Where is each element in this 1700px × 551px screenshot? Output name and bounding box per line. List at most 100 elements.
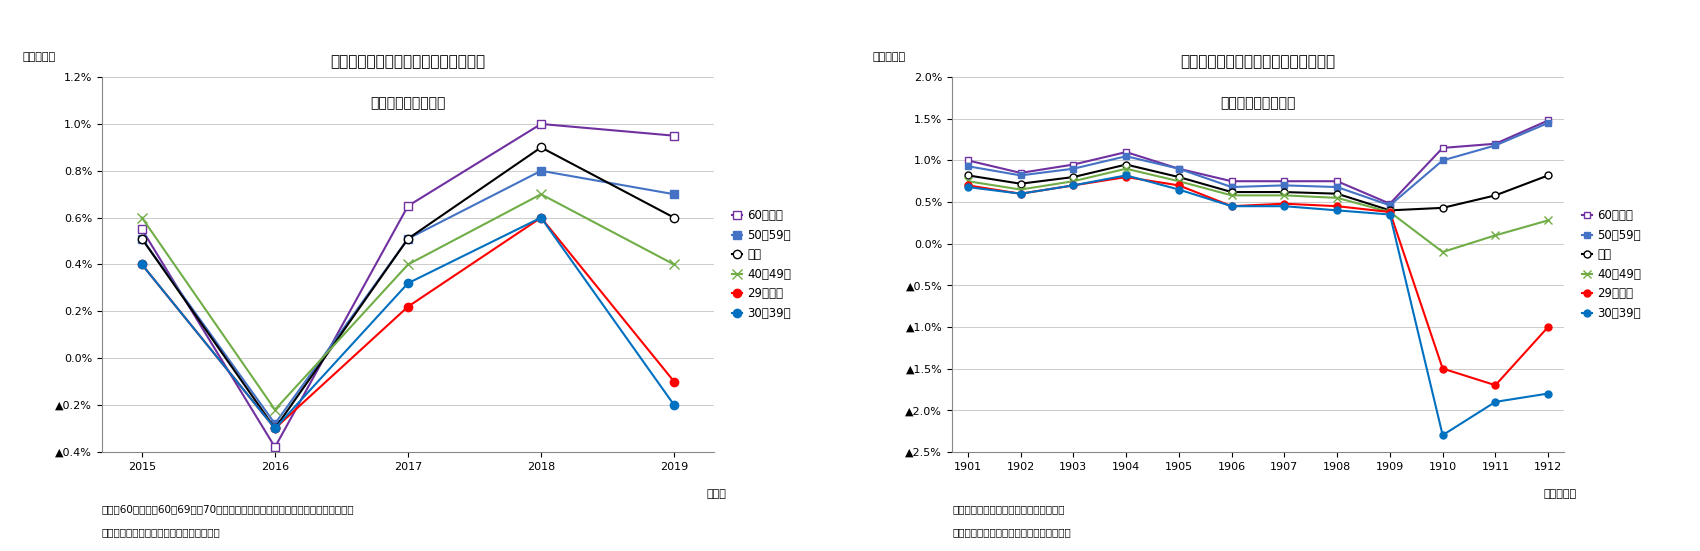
Text: （年）: （年） bbox=[707, 489, 726, 499]
60歳以上 bbox=[1168, 165, 1188, 172]
平均 bbox=[1433, 204, 1454, 211]
29歳以下 bbox=[1168, 182, 1188, 188]
50〜59歳 bbox=[665, 191, 685, 197]
Text: （前年比）: （前年比） bbox=[22, 52, 56, 62]
Line: 40〜49歳: 40〜49歳 bbox=[964, 165, 1552, 256]
60歳以上 bbox=[957, 157, 977, 164]
Line: 平均: 平均 bbox=[964, 161, 1552, 214]
Line: 60歳以上: 60歳以上 bbox=[138, 120, 678, 451]
40〜49歳 bbox=[1380, 209, 1401, 215]
60歳以上 bbox=[131, 226, 151, 233]
30〜39歳 bbox=[1433, 432, 1454, 439]
60歳以上 bbox=[1433, 144, 1454, 151]
40〜49歳 bbox=[1433, 249, 1454, 255]
Line: 60歳以上: 60歳以上 bbox=[964, 117, 1552, 207]
40〜49歳 bbox=[1010, 186, 1030, 193]
40〜49歳 bbox=[1486, 232, 1506, 239]
40〜49歳 bbox=[1275, 192, 1295, 199]
29歳以下 bbox=[131, 261, 151, 268]
Title: 世帯主の年齢階級別・消費者物価上昇: 世帯主の年齢階級別・消費者物価上昇 bbox=[330, 54, 486, 69]
29歳以下 bbox=[1486, 382, 1506, 388]
平均 bbox=[1380, 207, 1401, 214]
30〜39歳 bbox=[265, 425, 286, 432]
60歳以上 bbox=[1328, 178, 1348, 185]
29歳以下 bbox=[1538, 323, 1559, 330]
30〜39歳 bbox=[1062, 182, 1083, 188]
50〜59歳 bbox=[1328, 183, 1348, 190]
60歳以上 bbox=[1115, 149, 1136, 155]
Text: （年・月）: （年・月） bbox=[1544, 489, 1576, 499]
Line: 30〜39歳: 30〜39歳 bbox=[964, 172, 1552, 439]
Line: 50〜59歳: 50〜59歳 bbox=[964, 120, 1552, 209]
50〜59歳 bbox=[1486, 142, 1506, 149]
60歳以上 bbox=[665, 132, 685, 139]
Line: 29歳以下: 29歳以下 bbox=[964, 174, 1552, 388]
平均 bbox=[1010, 180, 1030, 187]
50〜59歳 bbox=[1538, 120, 1559, 126]
30〜39歳 bbox=[665, 402, 685, 408]
Text: （前年比）: （前年比） bbox=[872, 52, 906, 62]
30〜39歳 bbox=[131, 261, 151, 268]
30〜39歳 bbox=[1486, 398, 1506, 405]
50〜59歳 bbox=[1115, 153, 1136, 160]
60歳以上 bbox=[1538, 117, 1559, 124]
29歳以下 bbox=[1328, 203, 1348, 209]
40〜49歳 bbox=[398, 261, 418, 268]
40〜49歳 bbox=[1538, 217, 1559, 224]
平均 bbox=[1486, 192, 1506, 199]
40〜49歳 bbox=[1168, 178, 1188, 185]
30〜39歳 bbox=[1275, 203, 1295, 209]
Line: 30〜39歳: 30〜39歳 bbox=[138, 213, 678, 433]
平均 bbox=[1168, 174, 1188, 180]
Line: 40〜49歳: 40〜49歳 bbox=[138, 190, 678, 414]
40〜49歳 bbox=[265, 407, 286, 413]
平均 bbox=[1115, 161, 1136, 168]
50〜59歳 bbox=[530, 168, 551, 174]
30〜39歳 bbox=[1115, 172, 1136, 179]
50〜59歳 bbox=[131, 235, 151, 242]
40〜49歳 bbox=[131, 214, 151, 221]
Text: （注）60歳以上は60〜69歳と70歳以上の上昇率を家計調査のウェイトで加重平均: （注）60歳以上は60〜69歳と70歳以上の上昇率を家計調査のウェイトで加重平均 bbox=[102, 504, 355, 514]
60歳以上 bbox=[398, 203, 418, 209]
29歳以下 bbox=[1433, 365, 1454, 372]
平均 bbox=[1221, 189, 1241, 196]
50〜59歳 bbox=[1433, 157, 1454, 164]
60歳以上 bbox=[265, 444, 286, 451]
30〜39歳 bbox=[1380, 211, 1401, 218]
50〜59歳 bbox=[1062, 165, 1083, 172]
50〜59歳 bbox=[265, 420, 286, 427]
60歳以上 bbox=[1275, 178, 1295, 185]
40〜49歳 bbox=[1115, 165, 1136, 172]
平均 bbox=[398, 235, 418, 242]
29歳以下 bbox=[1275, 201, 1295, 207]
平均 bbox=[131, 235, 151, 242]
29歳以下 bbox=[1115, 174, 1136, 180]
30〜39歳 bbox=[1538, 390, 1559, 397]
平均 bbox=[1275, 189, 1295, 196]
平均 bbox=[1062, 174, 1083, 180]
40〜49歳 bbox=[665, 261, 685, 268]
60歳以上 bbox=[1486, 141, 1506, 147]
60歳以上 bbox=[1221, 178, 1241, 185]
Text: （資料）総務省統計局「消費者物価指数」: （資料）総務省統計局「消費者物価指数」 bbox=[102, 527, 221, 537]
Text: （資料）総務省統計局「消費者物価指数」: （資料）総務省統計局「消費者物価指数」 bbox=[952, 527, 1071, 537]
平均 bbox=[265, 425, 286, 432]
平均 bbox=[1538, 172, 1559, 179]
Text: 生鮮食品を除く総合: 生鮮食品を除く総合 bbox=[371, 96, 445, 110]
40〜49歳 bbox=[1062, 178, 1083, 185]
Legend: 60歳以上, 50〜59歳, 平均, 40〜49歳, 29歳以下, 30〜39歳: 60歳以上, 50〜59歳, 平均, 40〜49歳, 29歳以下, 30〜39歳 bbox=[733, 209, 792, 320]
Line: 29歳以下: 29歳以下 bbox=[138, 213, 678, 433]
60歳以上 bbox=[1010, 170, 1030, 176]
30〜39歳 bbox=[957, 183, 977, 190]
29歳以下 bbox=[530, 214, 551, 221]
50〜59歳 bbox=[1275, 182, 1295, 188]
平均 bbox=[665, 214, 685, 221]
29歳以下 bbox=[265, 425, 286, 432]
60歳以上 bbox=[1380, 201, 1401, 207]
50〜59歳 bbox=[1010, 172, 1030, 179]
29歳以下 bbox=[1062, 182, 1083, 188]
40〜49歳 bbox=[530, 191, 551, 197]
60歳以上 bbox=[1062, 161, 1083, 168]
29歳以下 bbox=[1010, 191, 1030, 197]
平均 bbox=[957, 172, 977, 179]
